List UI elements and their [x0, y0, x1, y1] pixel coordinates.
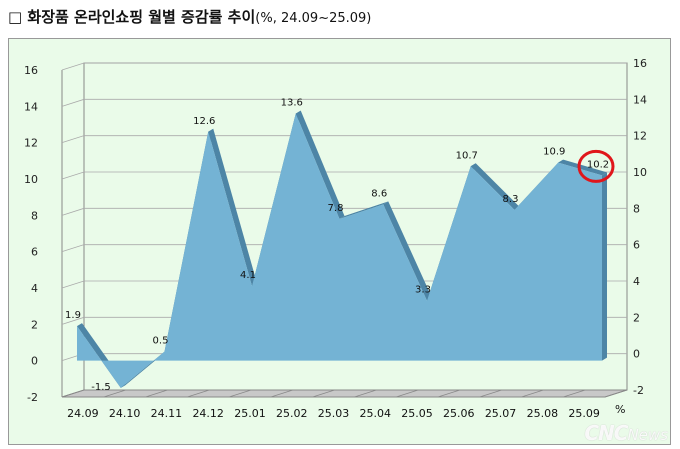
area-top-segment — [470, 163, 520, 210]
x-tick-label: 25.07 — [485, 407, 517, 420]
area-top-segment — [339, 201, 389, 219]
floor-divider — [396, 389, 419, 398]
floor-divider — [61, 389, 85, 398]
y-tick-right: 14 — [633, 93, 647, 106]
floor-divider — [354, 389, 377, 398]
y-tick-right: 2 — [633, 311, 640, 324]
y-tick-left: 6 — [31, 246, 38, 259]
x-tick-label: 25.08 — [527, 407, 559, 420]
x-tick-label: 25.01 — [234, 407, 266, 420]
floor-divider — [270, 389, 293, 398]
y-tick-left: -2 — [27, 391, 38, 404]
y-tick-left: 12 — [24, 137, 38, 150]
data-label: 8.6 — [371, 188, 387, 199]
watermark-logo: CNCNews — [584, 422, 668, 446]
data-label: 0.5 — [153, 336, 169, 347]
floor-divider — [187, 389, 210, 398]
gridline — [61, 171, 627, 180]
y-tick-right: -2 — [633, 384, 644, 397]
y-tick-left: 2 — [31, 318, 38, 331]
y-tick-right: 0 — [633, 348, 640, 361]
floor-divider — [479, 389, 502, 398]
floor-divider — [228, 389, 252, 398]
data-label: 3.3 — [415, 285, 431, 296]
area-top-segment — [558, 159, 607, 176]
floor-divider — [103, 389, 126, 398]
area-top-segment — [295, 110, 345, 219]
area-top-segment — [383, 201, 432, 301]
x-tick-label: 24.10 — [109, 407, 141, 420]
gridline — [61, 62, 627, 71]
floor-divider — [604, 389, 628, 398]
x-tick-label: 25.05 — [401, 407, 433, 420]
x-tick-label: 25.06 — [443, 407, 475, 420]
y-tick-left: 4 — [31, 282, 38, 295]
y-tick-left: 14 — [24, 100, 38, 113]
data-label: 10.2 — [587, 159, 609, 170]
watermark-brand: CNC — [584, 421, 628, 445]
floor-divider — [521, 389, 544, 398]
y-tick-left: 0 — [31, 355, 38, 368]
data-label: -1.5 — [91, 382, 111, 393]
chart-title: □ 화장품 온라인쇼핑 월별 증감률 추이(%, 24.09~25.09) — [8, 6, 371, 27]
y-tick-right: 10 — [633, 166, 647, 179]
area-top-segment — [208, 128, 257, 287]
y-tick-right: 4 — [633, 275, 640, 288]
data-label: 10.9 — [543, 147, 565, 158]
data-label: 8.3 — [503, 194, 519, 205]
watermark-suffix: News — [627, 426, 668, 444]
x-tick-label: 25.04 — [360, 407, 392, 420]
gridline — [61, 98, 627, 107]
floor-divider — [312, 389, 335, 398]
data-label: 13.6 — [281, 98, 303, 109]
y-tick-right: 8 — [633, 202, 640, 215]
data-label: 12.6 — [193, 116, 215, 127]
floor-divider — [563, 389, 586, 398]
floor-divider — [437, 389, 461, 398]
data-label: 1.9 — [65, 310, 81, 321]
title-main: □ 화장품 온라인쇼핑 월별 증감률 추이 — [8, 8, 256, 26]
y-tick-right: 6 — [633, 239, 640, 252]
area-side — [602, 172, 607, 361]
data-label: 10.7 — [456, 150, 478, 161]
y-tick-right: 12 — [633, 130, 647, 143]
x-tick-label: 24.11 — [151, 407, 183, 420]
area-series — [77, 113, 602, 388]
x-tick-label: 25.09 — [568, 407, 600, 420]
gridline — [61, 207, 627, 216]
y-tick-left: 8 — [31, 209, 38, 222]
floor — [61, 389, 628, 398]
y-unit-label: % — [615, 403, 625, 416]
floor-divider — [145, 389, 168, 398]
gridline — [61, 135, 627, 144]
x-tick-label: 25.02 — [276, 407, 308, 420]
data-label: 7.8 — [328, 203, 344, 214]
y-tick-right: 16 — [633, 57, 647, 70]
y-tick-left: 16 — [24, 64, 38, 77]
data-label: 4.1 — [240, 270, 256, 281]
x-tick-label: 25.03 — [318, 407, 350, 420]
title-sub: (%, 24.09~25.09) — [255, 11, 372, 26]
highlight-circle — [577, 149, 615, 183]
y-tick-left: 10 — [24, 173, 38, 186]
x-tick-label: 24.12 — [192, 407, 224, 420]
x-tick-label: 24.09 — [67, 407, 99, 420]
